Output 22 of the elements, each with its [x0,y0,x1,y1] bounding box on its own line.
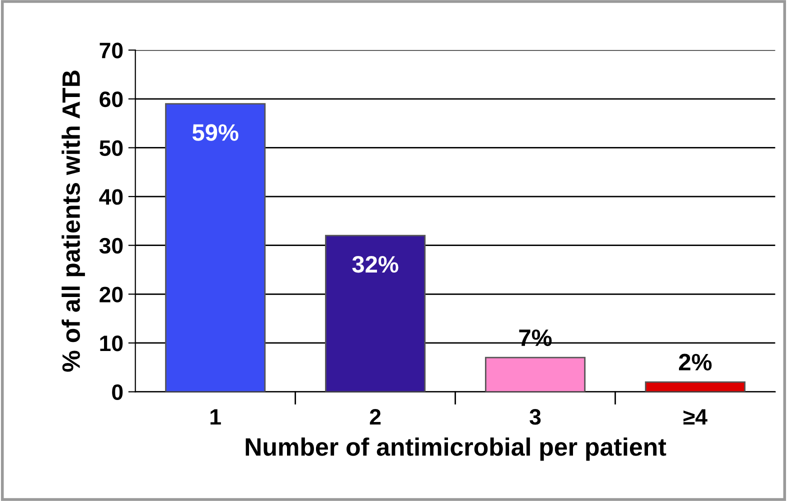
bar [644,381,746,392]
y-tick-label: 60 [100,91,123,108]
x-axis-title: Number of antimicrobial per patient [246,437,666,461]
data-label: 32% [352,256,398,273]
y-tick-label: 40 [99,189,123,205]
bar [484,356,586,392]
bar [325,234,426,392]
y-tick-label: 0 [112,384,123,400]
bar [165,103,266,392]
data-label: 59% [192,124,238,141]
y-tick-label: 10 [100,336,123,352]
y-tick-label: 70 [100,42,123,58]
x-tick-label: 3 [530,409,541,425]
data-label: 7% [519,329,552,346]
x-tick-label: 1 [210,409,221,425]
x-tick-label: 2 [370,409,381,425]
y-tick-label: 20 [100,286,123,302]
y-axis-title: % of all patients with ATB [62,70,85,372]
y-tick-label: 30 [99,238,123,254]
y-tick-label: 50 [100,140,123,156]
x-tick-label: ≥4 [683,409,708,425]
data-label: 2% [678,354,712,370]
